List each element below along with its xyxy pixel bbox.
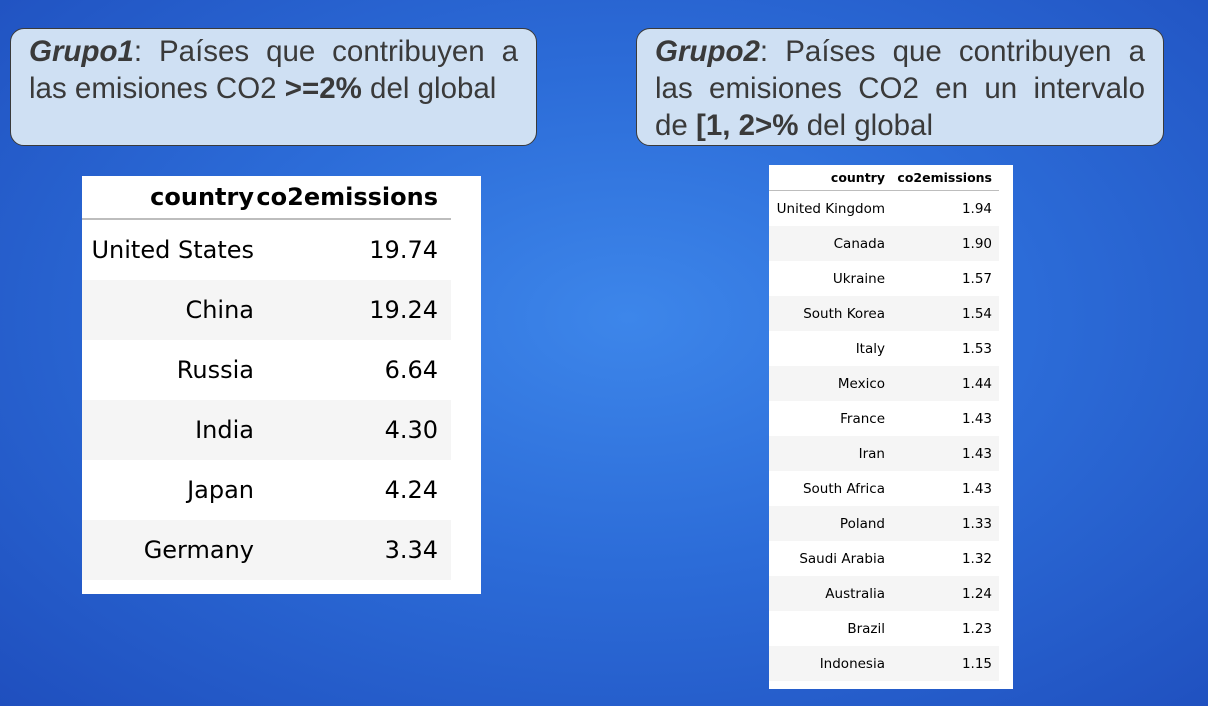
table-row: Japan 4.24 — [82, 460, 451, 520]
country-cell: Brazil — [769, 611, 885, 646]
country-cell: Iran — [769, 436, 885, 471]
group2-description: : Países que contribuyen a las emisiones… — [655, 35, 1145, 142]
co2emissions-cell: 1.43 — [885, 471, 999, 506]
table-row: India 4.30 — [82, 400, 451, 460]
group2-table: country co2emissions United Kingdom 1.94 C… — [769, 165, 999, 681]
table-header-row: country co2emissions — [769, 165, 999, 191]
country-cell: Ukraine — [769, 261, 885, 296]
table-row: Poland 1.33 — [769, 506, 999, 541]
country-cell: Canada — [769, 226, 885, 261]
table-row: China 19.24 — [82, 280, 451, 340]
country-cell: France — [769, 401, 885, 436]
country-cell: Saudi Arabia — [769, 541, 885, 576]
co2emissions-cell: 3.34 — [254, 520, 451, 580]
co2emissions-cell: 4.24 — [254, 460, 451, 520]
table-row: Iran 1.43 — [769, 436, 999, 471]
co2emissions-cell: 1.32 — [885, 541, 999, 576]
table-row: Russia 6.64 — [82, 340, 451, 400]
table-row: Ukraine 1.57 — [769, 261, 999, 296]
table-row: Saudi Arabia 1.32 — [769, 541, 999, 576]
table-row: South Africa 1.43 — [769, 471, 999, 506]
country-cell: China — [82, 280, 254, 340]
group1-threshold: >=2% — [284, 72, 362, 105]
table-row: Mexico 1.44 — [769, 366, 999, 401]
group2-description-tail: del global — [798, 109, 934, 142]
group2-title: Grupo2 — [655, 35, 760, 68]
table-header-row: country co2emissions — [82, 176, 451, 220]
co2emissions-cell: 6.64 — [254, 340, 451, 400]
column-header-co2emissions: co2emissions — [254, 176, 451, 220]
table-row: Canada 1.90 — [769, 226, 999, 261]
co2emissions-cell: 1.15 — [885, 646, 999, 681]
group2-callout: Grupo2: Países que contribuyen a las emi… — [636, 28, 1164, 146]
co2emissions-cell: 4.30 — [254, 400, 451, 460]
co2emissions-cell: 1.23 — [885, 611, 999, 646]
co2emissions-cell: 1.43 — [885, 401, 999, 436]
co2emissions-cell: 1.94 — [885, 190, 999, 226]
column-header-country: country — [769, 165, 885, 191]
group2-table-card: country co2emissions United Kingdom 1.94 C… — [769, 165, 1013, 689]
table-row: United States 19.74 — [82, 219, 451, 280]
table-row: Australia 1.24 — [769, 576, 999, 611]
table-row: Germany 3.34 — [82, 520, 451, 580]
table-row: Brazil 1.23 — [769, 611, 999, 646]
table-row: Indonesia 1.15 — [769, 646, 999, 681]
country-cell: Poland — [769, 506, 885, 541]
country-cell: South Korea — [769, 296, 885, 331]
co2emissions-cell: 1.44 — [885, 366, 999, 401]
group1-description: : Países que contribuyen a las emisiones… — [29, 35, 518, 105]
group1-table: country co2emissions United States 19.74 C… — [82, 176, 451, 580]
co2emissions-cell: 1.24 — [885, 576, 999, 611]
co2emissions-cell: 1.57 — [885, 261, 999, 296]
country-cell: India — [82, 400, 254, 460]
country-cell: Indonesia — [769, 646, 885, 681]
country-cell: United Kingdom — [769, 190, 885, 226]
country-cell: Russia — [82, 340, 254, 400]
group1-title: Grupo1 — [29, 35, 134, 68]
group1-callout: Grupo1: Países que contribuyen a las emi… — [10, 28, 537, 146]
column-header-country: country — [82, 176, 254, 220]
co2emissions-cell: 1.33 — [885, 506, 999, 541]
co2emissions-cell: 1.43 — [885, 436, 999, 471]
co2emissions-cell: 19.74 — [254, 219, 451, 280]
table-row: South Korea 1.54 — [769, 296, 999, 331]
country-cell: Australia — [769, 576, 885, 611]
group1-table-body: United States 19.74 China 19.24 Russia 6.64 In… — [82, 219, 451, 580]
group2-interval: [1, 2>% — [696, 109, 799, 142]
group1-description-tail: del global — [361, 72, 497, 105]
table-row: France 1.43 — [769, 401, 999, 436]
group2-table-body: United Kingdom 1.94 Canada 1.90 Ukraine 1.57 S… — [769, 190, 999, 681]
country-cell: South Africa — [769, 471, 885, 506]
column-header-co2emissions: co2emissions — [885, 165, 999, 191]
co2emissions-cell: 1.54 — [885, 296, 999, 331]
co2emissions-cell: 1.53 — [885, 331, 999, 366]
table-row: Italy 1.53 — [769, 331, 999, 366]
country-cell: Germany — [82, 520, 254, 580]
co2emissions-cell: 1.90 — [885, 226, 999, 261]
table-row: United Kingdom 1.94 — [769, 190, 999, 226]
country-cell: United States — [82, 219, 254, 280]
co2emissions-cell: 19.24 — [254, 280, 451, 340]
country-cell: Mexico — [769, 366, 885, 401]
country-cell: Japan — [82, 460, 254, 520]
country-cell: Italy — [769, 331, 885, 366]
group1-table-card: country co2emissions United States 19.74 C… — [82, 176, 481, 594]
